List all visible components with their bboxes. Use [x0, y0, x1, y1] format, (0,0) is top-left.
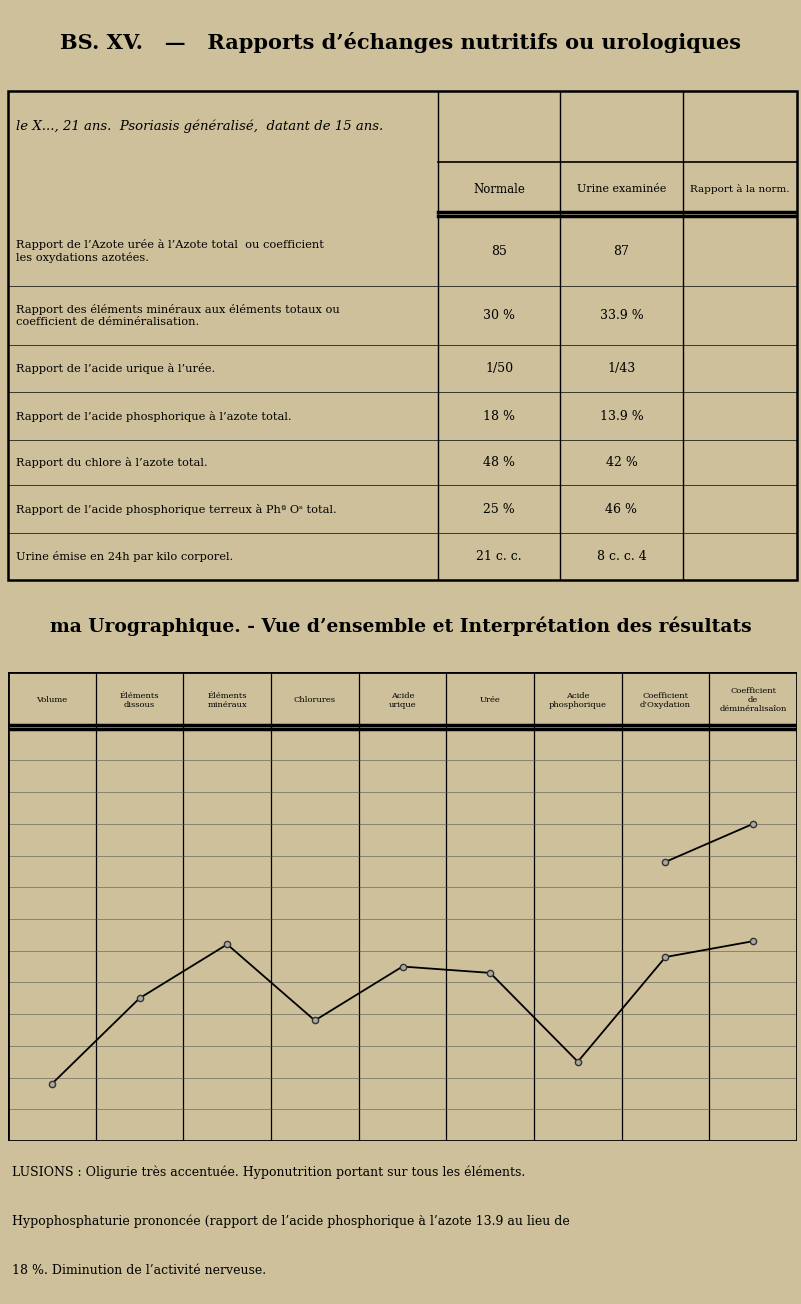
Text: Urine examinée: Urine examinée [577, 184, 666, 194]
Text: Chlorures: Chlorures [294, 696, 336, 704]
Text: 48 %: 48 % [483, 456, 515, 469]
Text: ma Urographique. - Vue d’ensemble et Interprétation des résultats: ma Urographique. - Vue d’ensemble et Int… [50, 617, 751, 635]
Text: Coefficient
d’Oxydation: Coefficient d’Oxydation [640, 691, 691, 708]
Text: Rapport de l’acide phosphorique terreux à Phª Oˢ total.: Rapport de l’acide phosphorique terreux … [16, 503, 336, 515]
Text: 42 %: 42 % [606, 456, 638, 469]
Text: 33.9 %: 33.9 % [600, 309, 643, 322]
Text: 18 %: 18 % [483, 409, 515, 422]
Text: le X..., 21 ans.  Psoriasis généralisé,  datant de 15 ans.: le X..., 21 ans. Psoriasis généralisé, d… [16, 120, 383, 133]
Text: Volume: Volume [36, 696, 67, 704]
Text: Rapport des éléments minéraux aux éléments totaux ou
coefficient de déminéralisa: Rapport des éléments minéraux aux élémen… [16, 304, 340, 327]
Text: Rapport de l’acide phosphorique à l’azote total.: Rapport de l’acide phosphorique à l’azot… [16, 411, 292, 421]
Text: Acide
phosphorique: Acide phosphorique [549, 691, 607, 708]
Text: Rapport du chlore à l’azote total.: Rapport du chlore à l’azote total. [16, 458, 207, 468]
Text: Urine émise en 24h par kilo corporel.: Urine émise en 24h par kilo corporel. [16, 552, 233, 562]
Text: Rapport de l’Azote urée à l’Azote total  ou coefficient
les oxydations azotées.: Rapport de l’Azote urée à l’Azote total … [16, 239, 324, 263]
Text: 18 %. Diminution de l’activité nerveuse.: 18 %. Diminution de l’activité nerveuse. [12, 1264, 266, 1277]
Text: Hypophosphaturie prononcée (rapport de l’acide phosphorique à l’azote 13.9 au li: Hypophosphaturie prononcée (rapport de l… [12, 1215, 570, 1228]
Text: LUSIONS : Oligurie très accentuée. Hyponutrition portant sur tous les éléments.: LUSIONS : Oligurie très accentuée. Hypon… [12, 1166, 525, 1179]
Text: 1/50: 1/50 [485, 363, 513, 376]
Text: 85: 85 [491, 245, 507, 258]
Text: 21 c. c.: 21 c. c. [477, 550, 522, 563]
Text: 46 %: 46 % [606, 502, 638, 515]
Text: 87: 87 [614, 245, 630, 258]
Text: Rapport à la norm.: Rapport à la norm. [690, 184, 790, 194]
Text: Éléments
minéraux: Éléments minéraux [207, 691, 247, 708]
Text: Éléments
dissous: Éléments dissous [120, 691, 159, 708]
Text: 1/43: 1/43 [607, 363, 635, 376]
Text: Rapport de l’acide urique à l’urée.: Rapport de l’acide urique à l’urée. [16, 364, 215, 374]
Text: 8 c. c. 4: 8 c. c. 4 [597, 550, 646, 563]
Text: Coefficient
de
déminéralisaîon: Coefficient de déminéralisaîon [719, 687, 787, 713]
Text: 25 %: 25 % [483, 502, 515, 515]
Text: BS. XV.   —   Rapports d’échanges nutritifs ou urologiques: BS. XV. — Rapports d’échanges nutritifs … [60, 31, 741, 53]
Text: Acide
urique: Acide urique [388, 691, 417, 708]
Text: 13.9 %: 13.9 % [600, 409, 643, 422]
Text: Normale: Normale [473, 183, 525, 196]
Text: 30 %: 30 % [483, 309, 515, 322]
Text: Urée: Urée [480, 696, 501, 704]
